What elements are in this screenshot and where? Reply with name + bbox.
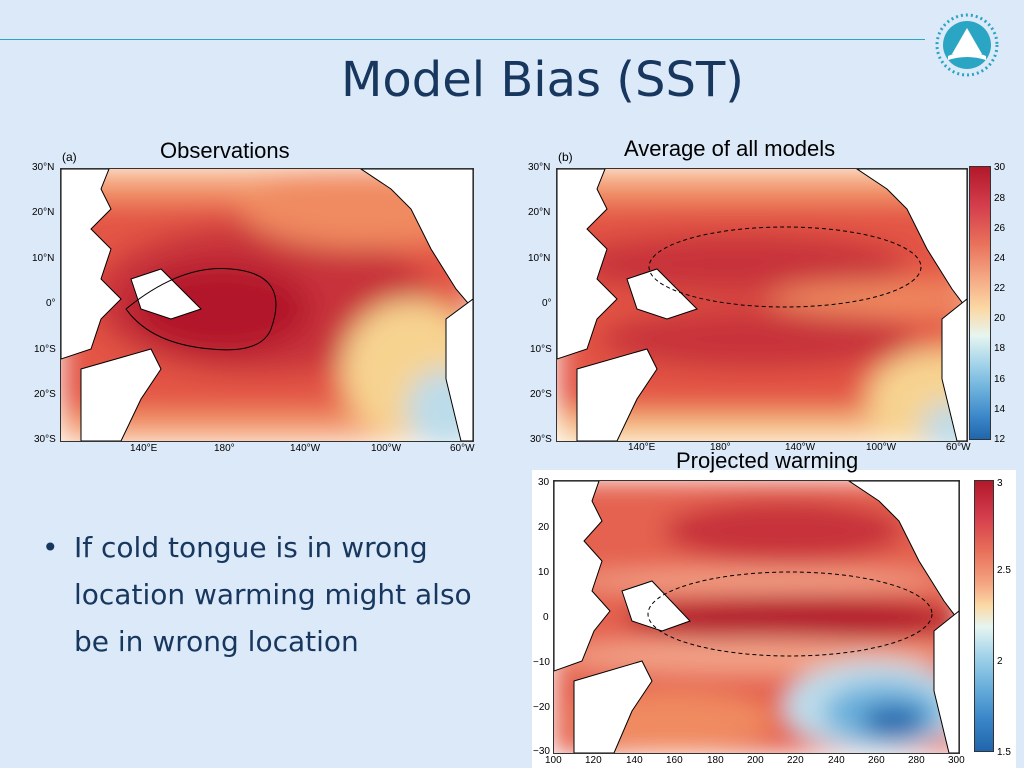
- warming-x-tick: 160: [666, 755, 683, 766]
- obs-x-tick: 100°W: [371, 443, 402, 454]
- warming-x-tick: 120: [585, 755, 602, 766]
- organization-logo: [935, 13, 999, 77]
- warming-y-tick: 30: [538, 477, 550, 488]
- obs-x-tick: 140°W: [290, 443, 321, 454]
- warming-x-tick: 300: [948, 755, 965, 766]
- sst-colorbar-tick: 16: [994, 374, 1006, 385]
- sst-colorbar-tick: 28: [994, 193, 1006, 204]
- models-title: Average of all models: [624, 136, 836, 161]
- models-x-tick: 140°E: [628, 442, 656, 453]
- warming-x-tick: 280: [908, 755, 925, 766]
- warming-colorbar-tick: 2.5: [997, 565, 1011, 576]
- models-y-tick: 30°N: [528, 162, 551, 173]
- warming-map: [553, 480, 960, 754]
- warming-y-tick: −10: [533, 657, 550, 668]
- warming-colorbar-tick: 2: [997, 656, 1003, 667]
- obs-y-tick: 30°N: [32, 162, 55, 173]
- obs-y-tick: 10°S: [34, 344, 56, 355]
- models-y-tick: 10°S: [530, 344, 552, 355]
- models-map: [556, 168, 968, 442]
- sst-colorbar-tick: 24: [994, 253, 1006, 264]
- panel-b-tag: (b): [558, 150, 573, 164]
- models-y-tick: 30°S: [530, 434, 552, 445]
- warming-y-tick: 20: [538, 522, 550, 533]
- warming-colorbar: [974, 480, 994, 752]
- obs-x-tick: 140°E: [130, 443, 158, 454]
- warming-x-tick: 100: [545, 755, 562, 766]
- header-divider: [0, 39, 925, 40]
- sst-colorbar-tick: 14: [994, 404, 1006, 415]
- models-x-tick: 60°W: [946, 442, 971, 453]
- bullet-icon: •: [42, 531, 59, 564]
- sst-colorbar: [969, 166, 991, 440]
- warming-x-tick: 140: [626, 755, 643, 766]
- models-y-tick: 20°S: [530, 389, 552, 400]
- warming-x-tick: 200: [747, 755, 764, 766]
- warming-y-tick: −20: [533, 702, 550, 713]
- panel-a-tag: (a): [62, 150, 77, 164]
- models-y-tick: 10°N: [528, 253, 551, 264]
- bullet-point: • If cold tongue is in wrong location wa…: [42, 524, 504, 665]
- models-x-tick: 180°: [710, 442, 731, 453]
- obs-y-tick: 30°S: [34, 434, 56, 445]
- observations-title: Observations: [160, 138, 290, 163]
- models-x-tick: 100°W: [866, 442, 897, 453]
- models-y-tick: 0°: [542, 298, 552, 309]
- slide-title: Model Bias (SST): [340, 52, 745, 108]
- obs-x-tick: 180°: [214, 443, 235, 454]
- obs-y-tick: 20°S: [34, 389, 56, 400]
- sst-colorbar-tick: 26: [994, 223, 1006, 234]
- warming-x-tick: 180: [707, 755, 724, 766]
- warming-y-tick: −30: [533, 746, 550, 757]
- sst-colorbar-tick: 22: [994, 283, 1006, 294]
- sst-colorbar-tick: 20: [994, 313, 1006, 324]
- obs-y-tick: 0°: [46, 298, 56, 309]
- warming-title: Projected warming: [676, 448, 859, 473]
- observations-map: [60, 168, 474, 442]
- models-x-tick: 140°W: [785, 442, 816, 453]
- obs-x-tick: 60°W: [450, 443, 475, 454]
- sst-colorbar-tick: 12: [994, 434, 1006, 445]
- warming-x-tick: 240: [828, 755, 845, 766]
- bullet-text: If cold tongue is in wrong location warm…: [74, 531, 472, 658]
- warming-y-tick: 10: [538, 567, 550, 578]
- sst-colorbar-tick: 30: [994, 162, 1006, 173]
- warming-x-tick: 220: [787, 755, 804, 766]
- warming-x-tick: 260: [868, 755, 885, 766]
- warming-colorbar-tick: 1.5: [997, 747, 1011, 758]
- sst-colorbar-tick: 18: [994, 343, 1006, 354]
- obs-y-tick: 10°N: [32, 253, 55, 264]
- models-y-tick: 20°N: [528, 207, 551, 218]
- obs-y-tick: 20°N: [32, 207, 55, 218]
- warming-colorbar-tick: 3: [997, 478, 1003, 489]
- warming-y-tick: 0: [543, 612, 549, 623]
